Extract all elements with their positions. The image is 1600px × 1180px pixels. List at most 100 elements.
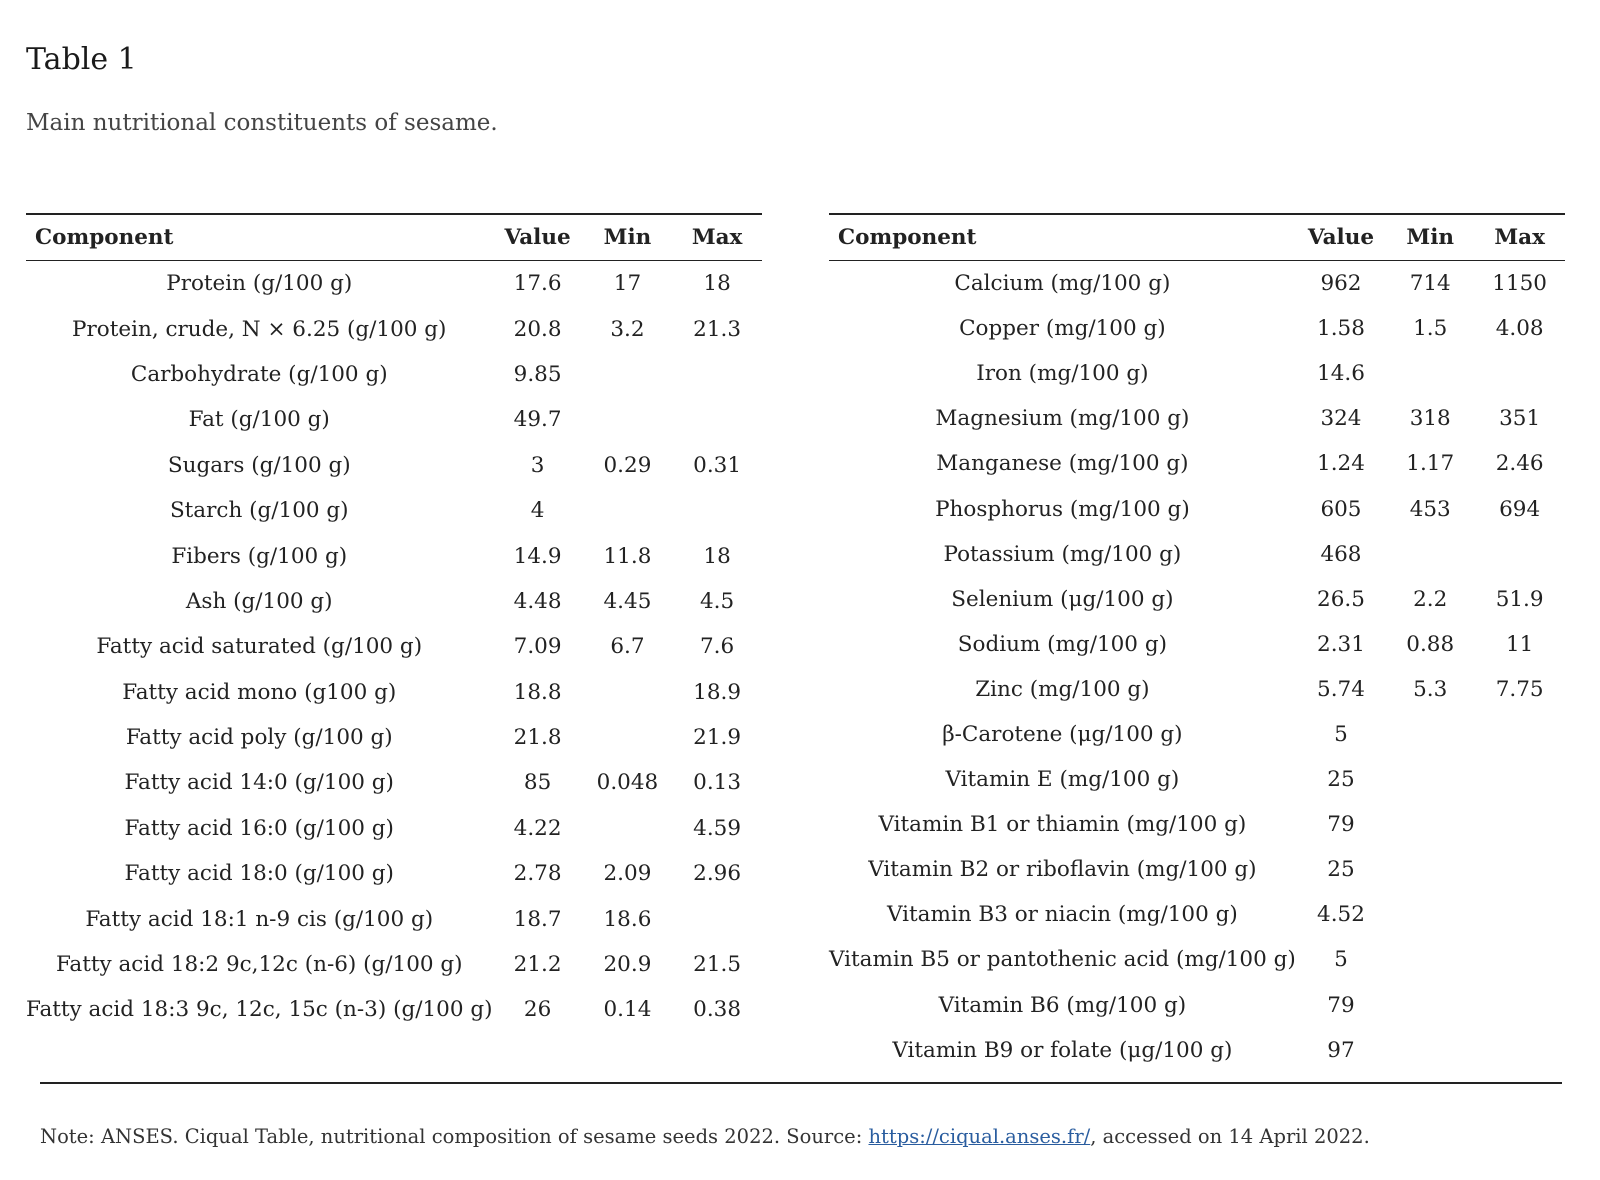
cell-component: Fatty acid 18:1 n-9 cis (g/100 g) — [85, 906, 434, 932]
table-row: Vitamin B5 or pantothenic acid (mg/100 g… — [829, 937, 1565, 982]
table-row: Fatty acid 18:3 9c, 12c, 15c (n-3) (g/10… — [26, 987, 762, 1032]
cell-value: 2.31 — [1317, 631, 1365, 657]
cell-min — [1386, 712, 1474, 757]
table-title: Table 1 — [26, 42, 137, 77]
header-max: Max — [1494, 225, 1545, 250]
table-row: Manganese (mg/100 g) 1.24 1.17 2.46 — [829, 441, 1565, 486]
cell-component: Fatty acid 18:2 9c,12c (n-6) (g/100 g) — [55, 952, 463, 978]
cell-max — [1474, 1028, 1565, 1073]
table-row: Vitamin B6 (mg/100 g) 79 — [829, 983, 1565, 1028]
table-row: Fibers (g/100 g) 14.9 11.8 18 — [26, 533, 762, 578]
cell-min: 5.3 — [1413, 676, 1448, 702]
cell-max — [672, 896, 762, 941]
cell-value: 17.6 — [513, 271, 562, 297]
source-link[interactable]: https://ciqual.anses.fr/ — [868, 1125, 1091, 1148]
table-row: Starch (g/100 g) 4 — [26, 488, 762, 533]
cell-value: 1.24 — [1317, 451, 1365, 477]
cell-component: Calcium (mg/100 g) — [954, 271, 1171, 297]
cell-value: 26 — [523, 997, 552, 1023]
table-row: β-Carotene (μg/100 g) 5 — [829, 712, 1565, 757]
cell-max — [1474, 937, 1565, 982]
cell-component: Protein (g/100 g) — [166, 271, 353, 297]
cell-component: Fatty acid 18:0 (g/100 g) — [124, 861, 394, 887]
cell-value: 5.74 — [1317, 676, 1365, 702]
cell-max: 7.75 — [1495, 676, 1544, 702]
cell-max: 7.6 — [700, 634, 735, 660]
table-row: Vitamin B1 or thiamin (mg/100 g) 79 — [829, 802, 1565, 847]
table-row: Protein (g/100 g) 17.6 17 18 — [26, 261, 762, 307]
table-row: Vitamin B2 or riboflavin (mg/100 g) 25 — [829, 847, 1565, 892]
cell-value: 468 — [1320, 541, 1362, 567]
cell-min: 0.14 — [603, 997, 652, 1023]
cell-max — [1474, 351, 1565, 396]
cell-component: Vitamin B5 or pantothenic acid (mg/100 g… — [829, 947, 1296, 973]
cell-max — [1474, 892, 1565, 937]
cell-component: Sugars (g/100 g) — [167, 452, 351, 478]
cell-component: Fatty acid mono (g100 g) — [122, 679, 397, 705]
cell-value: 79 — [1327, 812, 1355, 838]
table-row: Fatty acid 18:1 n-9 cis (g/100 g) 18.7 18.… — [26, 896, 762, 941]
cell-component: Vitamin B2 or riboflavin (mg/100 g) — [868, 857, 1257, 883]
cell-min — [583, 715, 673, 760]
nutrition-table-right: Component Value Min Max Calcium (mg/100 … — [829, 213, 1565, 1073]
cell-value: 21.8 — [513, 725, 562, 751]
cell-max: 4.08 — [1495, 316, 1544, 342]
cell-min: 453 — [1409, 496, 1451, 522]
table-row: Fatty acid 18:0 (g/100 g) 2.78 2.09 2.96 — [26, 851, 762, 896]
cell-min: 0.88 — [1406, 631, 1455, 657]
cell-min: 20.9 — [603, 952, 652, 978]
cell-component: Fat (g/100 g) — [188, 407, 330, 433]
table-row: Copper (mg/100 g) 1.58 1.5 4.08 — [829, 306, 1565, 351]
cell-max: 351 — [1499, 406, 1541, 432]
cell-value: 18.7 — [513, 906, 562, 932]
cell-max: 18.9 — [693, 679, 742, 705]
cell-value: 5 — [1334, 721, 1348, 747]
cell-min — [583, 488, 673, 533]
cell-max: 4.59 — [693, 815, 742, 841]
table-header-row: Component Value Min Max — [829, 214, 1565, 261]
header-max: Max — [691, 225, 743, 250]
cell-value: 4.22 — [513, 815, 562, 841]
cell-value: 962 — [1320, 271, 1362, 297]
cell-component: Starch (g/100 g) — [169, 498, 349, 524]
cell-value: 1.58 — [1317, 316, 1365, 342]
header-min: Min — [1406, 225, 1455, 250]
cell-max — [1474, 712, 1565, 757]
cell-min — [1386, 892, 1474, 937]
cell-min — [1386, 847, 1474, 892]
cell-component: Protein, crude, N × 6.25 (g/100 g) — [72, 316, 447, 342]
cell-max: 2.96 — [693, 861, 742, 887]
cell-value: 9.85 — [513, 361, 562, 387]
table-row: Carbohydrate (g/100 g) 9.85 — [26, 352, 762, 397]
cell-value: 25 — [1327, 767, 1355, 793]
cell-min — [583, 352, 673, 397]
cell-max — [672, 488, 762, 533]
cell-max — [1474, 802, 1565, 847]
cell-max — [672, 397, 762, 442]
cell-max: 0.38 — [693, 997, 742, 1023]
cell-component: Carbohydrate (g/100 g) — [130, 361, 388, 387]
table-row: Zinc (mg/100 g) 5.74 5.3 7.75 — [829, 667, 1565, 712]
cell-component: Vitamin B9 or folate (μg/100 g) — [892, 1037, 1233, 1063]
cell-min: 11.8 — [603, 543, 652, 569]
table-body-right: Calcium (mg/100 g) 962 714 1150 Copper (mg/1… — [829, 261, 1565, 1073]
cell-value: 21.2 — [513, 952, 562, 978]
table-row: Magnesium (mg/100 g) 324 318 351 — [829, 396, 1565, 441]
cell-component: Vitamin E (mg/100 g) — [945, 767, 1180, 793]
table-row: Sodium (mg/100 g) 2.31 0.88 11 — [829, 622, 1565, 667]
table-row: Protein, crude, N × 6.25 (g/100 g) 20.8 3.… — [26, 306, 762, 351]
cell-max: 18 — [703, 271, 731, 297]
note-suffix: , accessed on 14 April 2022. — [1090, 1125, 1370, 1148]
table-row: Fatty acid 14:0 (g/100 g) 85 0.048 0.13 — [26, 760, 762, 805]
cell-max: 2.46 — [1495, 451, 1544, 477]
cell-component: Potassium (mg/100 g) — [943, 541, 1182, 567]
cell-min: 4.45 — [603, 588, 652, 614]
cell-min: 2.09 — [603, 861, 652, 887]
cell-value: 97 — [1327, 1037, 1355, 1063]
cell-component: Iron (mg/100 g) — [976, 361, 1149, 387]
cell-component: Ash (g/100 g) — [185, 588, 333, 614]
cell-max: 18 — [703, 543, 731, 569]
cell-min: 1.17 — [1406, 451, 1455, 477]
table-row: Vitamin B9 or folate (μg/100 g) 97 — [829, 1028, 1565, 1073]
cell-min: 0.048 — [596, 770, 659, 796]
